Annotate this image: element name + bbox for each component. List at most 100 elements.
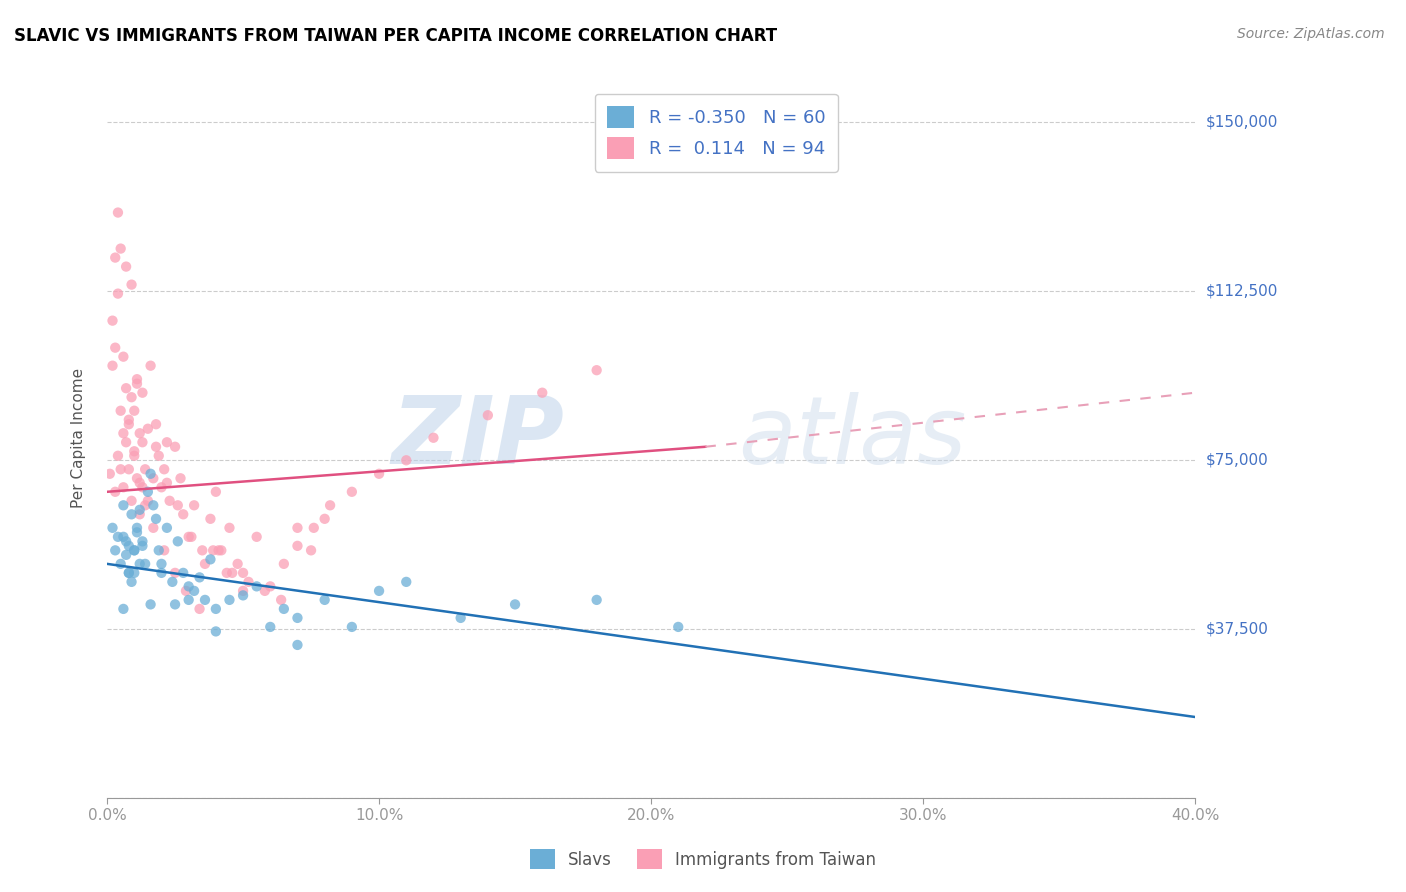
Point — [232, 583, 254, 598]
Point — [314, 593, 336, 607]
Point — [136, 422, 159, 436]
Point — [131, 480, 153, 494]
Point — [259, 579, 281, 593]
Text: Source: ZipAtlas.com: Source: ZipAtlas.com — [1237, 27, 1385, 41]
Point — [166, 498, 188, 512]
Point — [270, 593, 292, 607]
Point — [125, 471, 148, 485]
Point — [287, 611, 309, 625]
Point — [226, 557, 249, 571]
Point — [177, 530, 200, 544]
Legend: R = -0.350   N = 60, R =  0.114   N = 94: R = -0.350 N = 60, R = 0.114 N = 94 — [595, 94, 838, 172]
Point — [153, 462, 176, 476]
Point — [131, 435, 153, 450]
Point — [165, 440, 187, 454]
Point — [194, 593, 217, 607]
Point — [422, 431, 444, 445]
Point — [585, 363, 607, 377]
Point — [150, 480, 173, 494]
Point — [232, 588, 254, 602]
Point — [166, 534, 188, 549]
Point — [142, 471, 165, 485]
Point — [112, 480, 135, 494]
Point — [136, 493, 159, 508]
Point — [148, 449, 170, 463]
Point — [118, 413, 141, 427]
Point — [115, 260, 138, 274]
Point — [340, 620, 363, 634]
Point — [107, 286, 129, 301]
Point — [122, 449, 145, 463]
Point — [131, 534, 153, 549]
Point — [98, 467, 121, 481]
Point — [503, 598, 526, 612]
Point — [287, 521, 309, 535]
Point — [150, 557, 173, 571]
Point — [205, 484, 228, 499]
Point — [148, 543, 170, 558]
Point — [104, 251, 127, 265]
Point — [112, 350, 135, 364]
Point — [302, 521, 325, 535]
Point — [207, 543, 229, 558]
Point — [205, 624, 228, 639]
Point — [131, 539, 153, 553]
Point — [110, 242, 132, 256]
Point — [142, 498, 165, 512]
Point — [121, 493, 143, 508]
Point — [232, 566, 254, 580]
Point — [174, 583, 197, 598]
Point — [118, 417, 141, 432]
Point — [121, 277, 143, 292]
Point — [118, 462, 141, 476]
Point — [145, 417, 167, 432]
Point — [368, 583, 391, 598]
Point — [118, 539, 141, 553]
Point — [145, 512, 167, 526]
Point — [209, 543, 232, 558]
Y-axis label: Per Capita Income: Per Capita Income — [72, 368, 86, 508]
Point — [128, 475, 150, 490]
Point — [273, 602, 295, 616]
Text: ZIP: ZIP — [391, 392, 564, 483]
Point — [183, 583, 205, 598]
Point — [238, 574, 260, 589]
Point — [107, 449, 129, 463]
Point — [134, 462, 156, 476]
Point — [128, 557, 150, 571]
Text: SLAVIC VS IMMIGRANTS FROM TAIWAN PER CAPITA INCOME CORRELATION CHART: SLAVIC VS IMMIGRANTS FROM TAIWAN PER CAP… — [14, 27, 778, 45]
Point — [531, 385, 554, 400]
Point — [153, 543, 176, 558]
Point — [112, 530, 135, 544]
Point — [200, 512, 222, 526]
Point — [122, 403, 145, 417]
Point — [205, 602, 228, 616]
Point — [139, 359, 162, 373]
Point — [128, 503, 150, 517]
Point — [107, 530, 129, 544]
Point — [162, 574, 184, 589]
Point — [319, 498, 342, 512]
Point — [169, 471, 191, 485]
Point — [145, 440, 167, 454]
Point — [136, 484, 159, 499]
Point — [128, 426, 150, 441]
Point — [139, 467, 162, 481]
Legend: Slavs, Immigrants from Taiwan: Slavs, Immigrants from Taiwan — [520, 838, 886, 880]
Point — [128, 508, 150, 522]
Point — [112, 498, 135, 512]
Point — [165, 598, 187, 612]
Point — [287, 638, 309, 652]
Point — [395, 574, 418, 589]
Point — [115, 548, 138, 562]
Point — [177, 579, 200, 593]
Point — [246, 530, 269, 544]
Point — [112, 602, 135, 616]
Point — [194, 557, 217, 571]
Point — [156, 521, 179, 535]
Point — [101, 359, 124, 373]
Point — [104, 341, 127, 355]
Point — [142, 521, 165, 535]
Point — [165, 566, 187, 580]
Point — [299, 543, 322, 558]
